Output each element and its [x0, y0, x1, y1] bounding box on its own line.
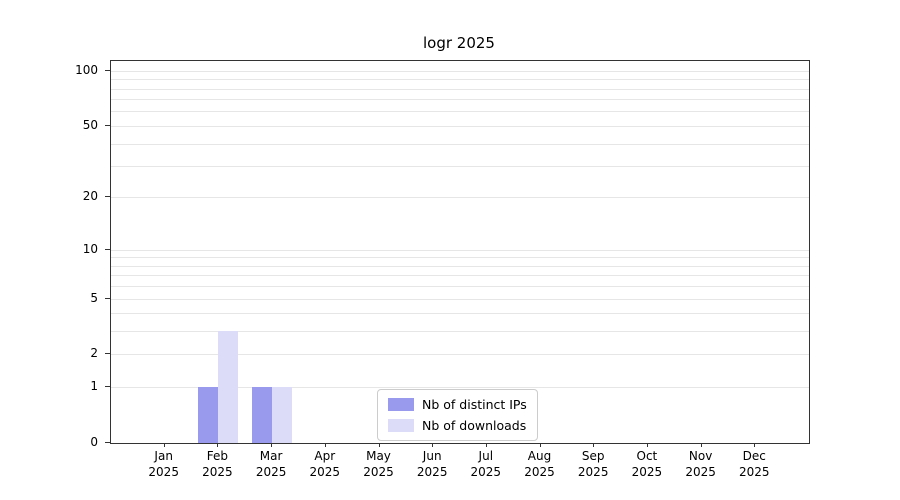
x-tick-year: 2025 [255, 465, 287, 479]
chart-title: logr 2025 [423, 34, 495, 52]
x-tick-label: Aug 2025 [524, 448, 555, 480]
y-tickmark [105, 69, 110, 71]
x-tick-month: Aug [527, 449, 552, 463]
x-tick-label: Sep 2025 [578, 448, 609, 480]
x-tickmark [593, 443, 595, 447]
x-tick-year: 2025 [685, 465, 716, 479]
y-tick-label: 5 [90, 290, 98, 305]
y-tick-label: 2 [90, 346, 98, 361]
x-axis-labels: Jan 2025 Feb 2025 Mar 2025 Apr 2025 May 2025 Jun 20… [110, 448, 808, 488]
x-tick-label: Jul 2025 [471, 448, 502, 480]
x-tickmark [485, 443, 487, 447]
gridline [111, 70, 809, 72]
x-tick-month: Oct [636, 449, 658, 463]
y-tickmark [105, 442, 110, 443]
gridline [111, 387, 809, 389]
gridline [111, 298, 809, 300]
plot-area: Nb of distinct IPs Nb of downloads [110, 60, 810, 444]
x-tickmark [163, 443, 165, 447]
x-tick-month: Apr [314, 449, 336, 463]
bar-nb-of-downloads-mar [272, 387, 293, 443]
gridline [111, 79, 809, 81]
y-tick-label: 50 [82, 117, 98, 132]
x-tickmark [754, 443, 756, 447]
legend-label-downloads: Nb of downloads [422, 418, 527, 433]
gridline [111, 88, 809, 90]
x-tick-month: Jul [478, 449, 494, 463]
x-tick-label: Mar 2025 [256, 448, 287, 480]
y-tickmark [105, 353, 110, 355]
gridline [111, 197, 809, 199]
x-tickmark [271, 443, 273, 447]
bar-nb-of-distinct-ips-mar [252, 387, 273, 443]
gridline [111, 275, 809, 277]
x-tickmark [646, 443, 648, 447]
x-tick-label: Apr 2025 [310, 448, 341, 480]
x-tickmark [378, 443, 380, 447]
legend-item-distinct-ips: Nb of distinct IPs [388, 397, 527, 412]
gridline [111, 111, 809, 113]
y-tick-label: 0 [90, 435, 98, 449]
x-tick-year: 2025 [148, 465, 179, 479]
y-tickmark [105, 196, 110, 198]
x-tickmark [324, 443, 326, 447]
x-tick-year: 2025 [577, 465, 609, 479]
gridline [111, 166, 809, 167]
gridline [111, 354, 809, 356]
x-tick-year: 2025 [470, 465, 502, 479]
x-tick-year: 2025 [524, 465, 555, 479]
gridline [111, 143, 809, 145]
gridline [111, 125, 809, 127]
gridline [111, 99, 809, 101]
x-tick-month: Sep [581, 449, 605, 463]
gridline [111, 265, 809, 267]
x-tick-year: 2025 [309, 465, 341, 479]
y-axis-labels: 0 1 2 5 10 20 50 100 [36, 60, 102, 449]
y-tick-label: 100 [75, 62, 98, 77]
y-tickmark [105, 248, 110, 250]
legend-swatch-distinct-ips-icon [388, 398, 414, 411]
x-tick-year: 2025 [631, 465, 663, 479]
gridline [111, 286, 809, 288]
y-tickmark [105, 297, 110, 299]
x-tick-month: Dec [742, 449, 766, 463]
y-tickmark [105, 386, 110, 388]
x-tickmark [432, 443, 434, 447]
x-tick-month: Jun [422, 449, 442, 463]
gridline [111, 257, 809, 259]
legend-label-distinct-ips: Nb of distinct IPs [422, 397, 527, 412]
bar-nb-of-distinct-ips-feb [198, 387, 219, 443]
x-tick-label: Jan 2025 [148, 448, 179, 480]
x-tick-year: 2025 [739, 465, 770, 479]
x-tick-year: 2025 [363, 465, 394, 479]
bar-nb-of-downloads-feb [218, 331, 239, 443]
x-tickmark [700, 443, 702, 447]
y-tick-label: 20 [82, 189, 98, 204]
x-tickmark [217, 443, 219, 447]
gridline [111, 331, 809, 333]
x-tick-label: Dec 2025 [739, 448, 770, 480]
x-tick-year: 2025 [416, 465, 448, 479]
x-tick-label: Oct 2025 [632, 448, 663, 480]
x-tick-month: May [366, 449, 391, 463]
legend-item-downloads: Nb of downloads [388, 418, 527, 433]
y-tick-label: 10 [82, 241, 98, 256]
y-tick-label: 1 [90, 379, 98, 394]
x-tick-year: 2025 [202, 465, 233, 479]
legend: Nb of distinct IPs Nb of downloads [377, 389, 538, 441]
x-tick-label: Nov 2025 [685, 448, 716, 480]
legend-swatch-downloads-icon [388, 419, 414, 432]
x-tick-label: Feb 2025 [202, 448, 233, 480]
x-tick-month: Nov [688, 449, 713, 463]
x-tick-label: Jun 2025 [417, 448, 448, 480]
x-tickmark [539, 443, 541, 447]
y-tickmark [105, 124, 110, 126]
x-tick-month: Jan [154, 449, 173, 463]
gridline [111, 249, 809, 251]
x-tick-month: Feb [206, 449, 229, 463]
x-tick-label: May 2025 [363, 448, 394, 480]
x-tick-month: Mar [259, 449, 283, 463]
gridline [111, 313, 809, 315]
